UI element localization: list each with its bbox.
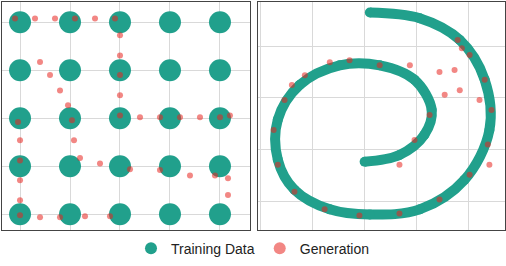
svg-text:Generation: Generation [300,241,369,257]
svg-text:Training Data: Training Data [171,241,255,257]
